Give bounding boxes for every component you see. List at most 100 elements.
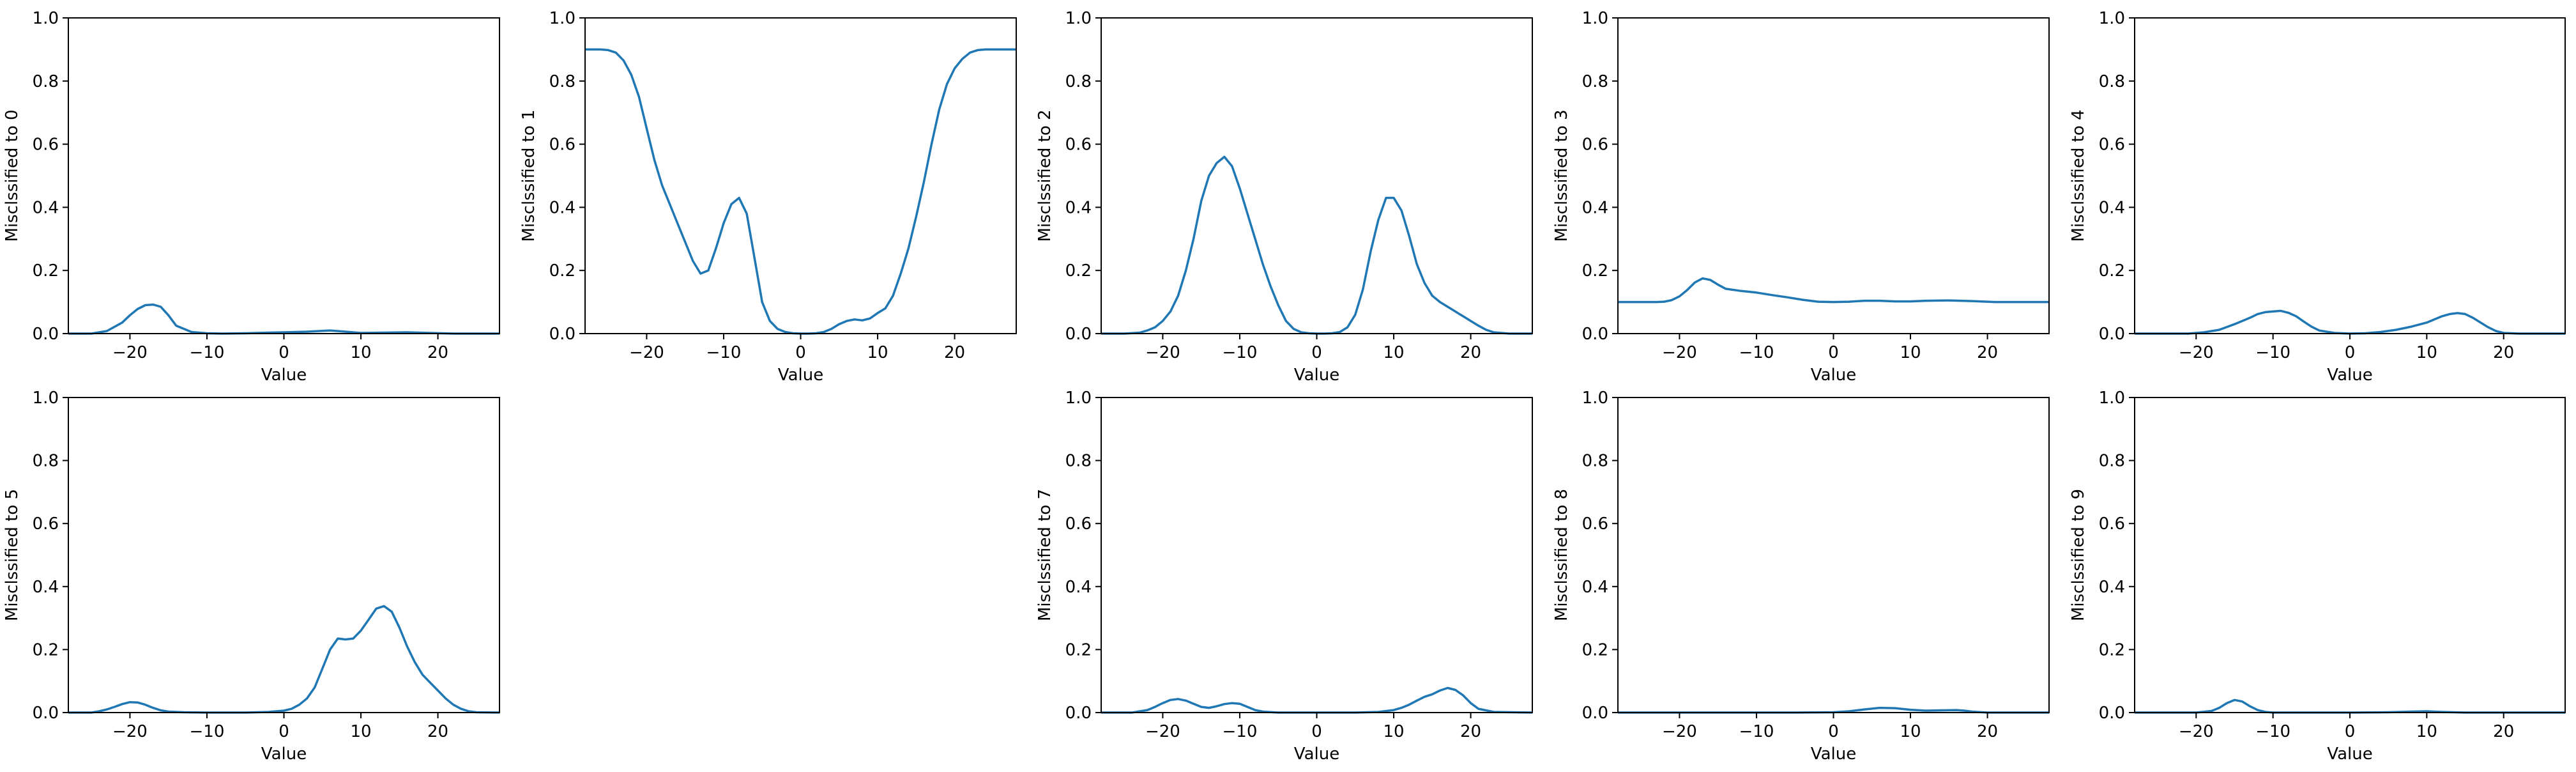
y-tick-label: 0.6: [2099, 514, 2125, 534]
x-tick-label: 0: [278, 343, 289, 362]
y-tick-label: 0.8: [549, 72, 575, 91]
y-tick-label: 0.8: [33, 72, 59, 91]
y-tick-label: 0.6: [1065, 514, 1092, 534]
plot-area: [1101, 398, 1532, 713]
x-tick-label: 10: [350, 343, 371, 362]
x-tick-label: −20: [1662, 343, 1697, 362]
x-axis-label: Value: [1811, 366, 1856, 385]
x-tick-label: 10: [1900, 343, 1921, 362]
y-tick-label: 1.0: [549, 9, 575, 28]
x-tick-label: −20: [1145, 722, 1180, 741]
y-tick-label: 0.0: [2099, 704, 2125, 723]
y-tick-label: 0.4: [549, 198, 575, 217]
y-axis-label: Misclssified to 7: [1035, 489, 1055, 621]
y-tick-label: 0.0: [33, 325, 59, 344]
y-tick-label: 0.6: [1065, 135, 1092, 155]
x-tick-label: 10: [350, 722, 371, 741]
x-axis-label: Value: [261, 366, 307, 385]
y-tick-label: 0.8: [1065, 72, 1092, 91]
y-tick-label: 0.4: [1582, 198, 1608, 217]
x-tick-label: 20: [427, 343, 448, 362]
y-tick-label: 0.6: [2099, 135, 2125, 155]
y-tick-label: 0.4: [1065, 198, 1092, 217]
y-tick-label: 0.8: [2099, 72, 2125, 91]
y-tick-label: 0.2: [33, 640, 59, 660]
x-tick-label: 10: [2416, 343, 2437, 362]
x-tick-label: −20: [2179, 722, 2214, 741]
x-tick-label: 20: [1977, 343, 1998, 362]
plot-area: [1618, 398, 2049, 713]
x-tick-label: 20: [1977, 722, 1998, 741]
y-axis-label: Misclssified to 1: [519, 109, 538, 242]
y-tick-label: 0.8: [1582, 452, 1608, 471]
y-tick-label: 1.0: [1582, 389, 1608, 408]
y-tick-label: 0.0: [1065, 704, 1092, 723]
subplot-1: −20 −10 0 10 20 0.0 0.2 0.4 0.6 0.8 1.0 Value Miscls…: [519, 9, 1017, 385]
y-tick-label: 0.4: [2099, 198, 2125, 217]
y-tick-label: 0.6: [33, 514, 59, 534]
y-tick-label: 0.2: [2099, 261, 2125, 281]
y-tick-label: 0.2: [2099, 640, 2125, 660]
plot-area: [68, 18, 499, 334]
x-tick-label: 10: [2416, 722, 2437, 741]
x-tick-label: 0: [2345, 343, 2356, 362]
plot-area: [2135, 398, 2565, 713]
subplot-5: −20 −10 0 10 20 0.0 0.2 0.4 0.6 0.8 1.0 Value Miscls…: [3, 389, 500, 764]
y-tick-label: 0.0: [549, 325, 575, 344]
x-tick-label: −20: [2179, 343, 2214, 362]
x-tick-label: 0: [1828, 343, 1839, 362]
y-tick-label: 1.0: [33, 9, 59, 28]
plot-area: [68, 398, 499, 713]
x-tick-label: −10: [2255, 722, 2290, 741]
y-tick-label: 0.4: [1582, 578, 1608, 597]
x-tick-label: −10: [1223, 722, 1258, 741]
y-tick-label: 0.4: [2099, 578, 2125, 597]
x-tick-label: −20: [629, 343, 664, 362]
x-tick-label: 0: [278, 722, 289, 741]
y-tick-label: 0.4: [1065, 578, 1092, 597]
y-tick-label: 0.0: [1065, 325, 1092, 344]
y-tick-label: 0.4: [33, 198, 59, 217]
x-tick-label: 20: [1460, 343, 1481, 362]
y-axis-label: Misclssified to 3: [1552, 109, 1571, 242]
y-tick-label: 0.0: [2099, 325, 2125, 344]
x-tick-label: −20: [112, 343, 148, 362]
y-tick-label: 0.0: [33, 704, 59, 723]
y-tick-label: 1.0: [1582, 9, 1608, 28]
x-tick-label: 10: [1900, 722, 1921, 741]
y-tick-label: 1.0: [1065, 389, 1092, 408]
y-tick-label: 0.8: [33, 452, 59, 471]
x-axis-label: Value: [778, 366, 823, 385]
x-tick-label: −10: [1739, 722, 1774, 741]
subplot-2: −20 −10 0 10 20 0.0 0.2 0.4 0.6 0.8 1.0 Value Miscls…: [1035, 9, 1533, 385]
y-axis-label: Misclssified to 2: [1035, 109, 1055, 242]
x-tick-label: 20: [944, 343, 965, 362]
subplot-8: −20 −10 0 10 20 0.0 0.2 0.4 0.6 0.8 1.0 Value Miscls…: [2069, 389, 2566, 764]
y-tick-label: 1.0: [1065, 9, 1092, 28]
series-line: [68, 605, 500, 714]
y-axis-label: Misclssified to 5: [3, 489, 22, 621]
y-axis-label: Misclssified to 4: [2069, 109, 2088, 242]
x-axis-label: Value: [261, 745, 307, 764]
x-tick-label: −20: [1662, 722, 1697, 741]
x-tick-label: −10: [706, 343, 742, 362]
x-axis-label: Value: [2327, 366, 2372, 385]
y-tick-label: 1.0: [2099, 9, 2125, 28]
x-axis-label: Value: [1294, 745, 1339, 764]
x-tick-label: −10: [190, 343, 225, 362]
y-tick-label: 1.0: [2099, 389, 2125, 408]
y-tick-label: 0.8: [2099, 452, 2125, 471]
y-tick-label: 0.0: [1582, 325, 1608, 344]
y-tick-label: 0.6: [1582, 514, 1608, 534]
x-axis-label: Value: [2327, 745, 2372, 764]
x-tick-label: 0: [1311, 343, 1322, 362]
subplot-3: −20 −10 0 10 20 0.0 0.2 0.4 0.6 0.8 1.0 Value Miscls…: [1552, 9, 2050, 385]
x-tick-label: −20: [112, 722, 148, 741]
y-axis-label: Misclssified to 0: [3, 109, 22, 242]
y-axis-label: Misclssified to 9: [2069, 489, 2088, 621]
y-tick-label: 0.2: [33, 261, 59, 281]
x-tick-label: 0: [1311, 722, 1322, 741]
x-tick-label: −20: [1145, 343, 1180, 362]
x-tick-label: −10: [1739, 343, 1774, 362]
